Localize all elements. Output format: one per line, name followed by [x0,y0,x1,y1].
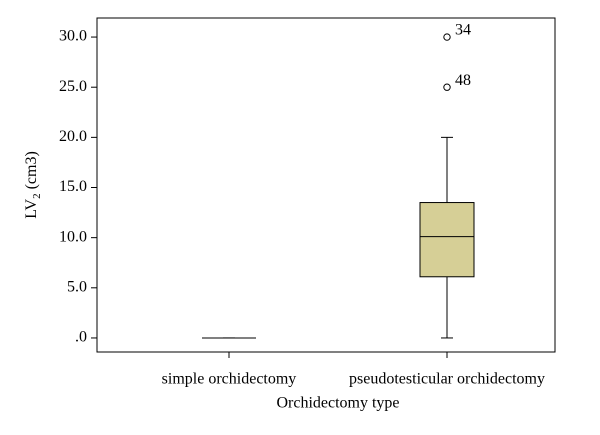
y-label-text: LV [23,198,40,218]
y-tick-label: 10.0 [59,228,87,245]
x-tick-label: pseudotesticular orchidectomy [349,371,545,388]
outlier-label: 34 [455,22,471,39]
outlier [443,83,451,91]
y-tick-label: 30.0 [59,28,87,45]
y-axis-label: LV2 (cm3) [23,151,43,219]
outlier-label: 48 [455,72,471,89]
plot-frame [96,17,556,353]
x-axis-label: Orchidectomy type [276,395,399,412]
y-label-subscript: 2 [31,193,43,199]
y-tick-label: 25.0 [59,78,87,95]
x-tick-label: simple orchidectomy [162,371,297,388]
box [419,202,475,278]
y-tick-label: .0 [75,329,87,346]
y-tick-label: 5.0 [67,278,87,295]
y-label-suffix: (cm3) [23,151,40,189]
y-tick-label: 20.0 [59,128,87,145]
outlier [443,33,451,41]
y-tick-label: 15.0 [59,178,87,195]
